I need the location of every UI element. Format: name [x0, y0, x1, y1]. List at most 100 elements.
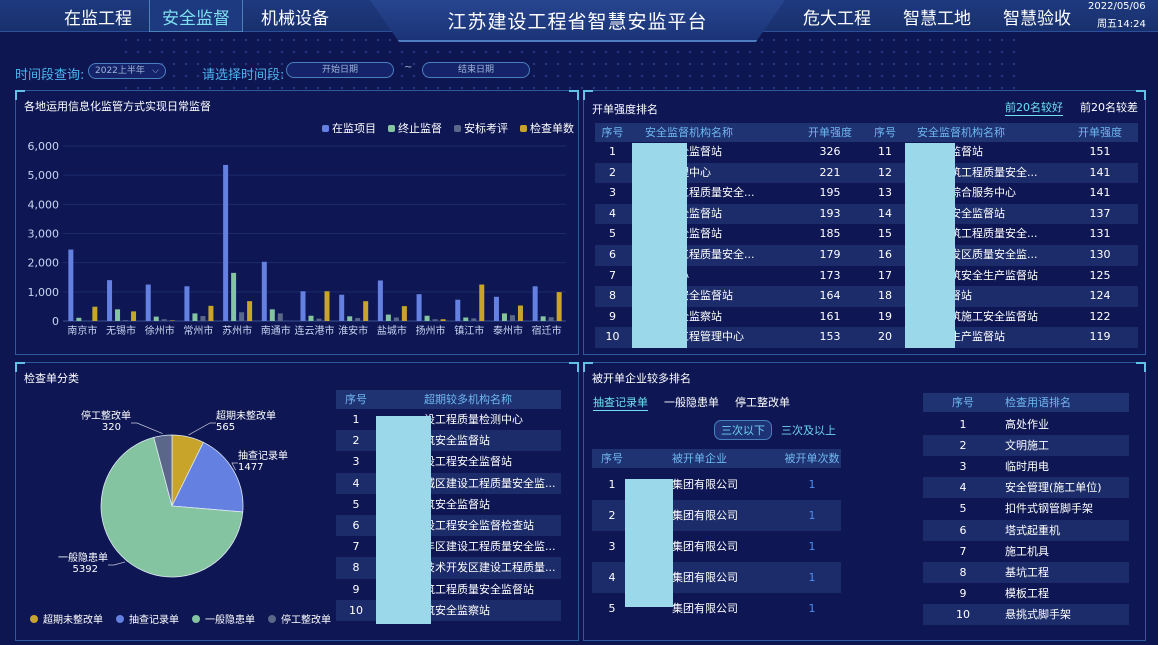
table-cell: 1	[808, 540, 816, 553]
bar-检查单数	[440, 319, 446, 321]
legend-swatch	[388, 125, 395, 132]
end-date-input[interactable]: 结束日期	[422, 62, 530, 78]
tab-top20-good[interactable]: 前20名较好	[1005, 101, 1063, 116]
nav-zaijian[interactable]: 在监工程	[64, 9, 132, 29]
table-row[interactable]: 1 高处作业	[923, 414, 1129, 435]
table-cell: 9	[959, 586, 967, 600]
nav-zhihui-yanshou[interactable]: 智慧验收	[1003, 9, 1071, 29]
table-cell: 4	[608, 571, 616, 584]
table-cell: 集团有限公司	[672, 540, 738, 553]
tab-chouchan[interactable]: 抽查记录单	[593, 396, 648, 411]
pie-label-value: 565	[216, 422, 235, 433]
table-cell: 5	[959, 502, 967, 516]
table-row[interactable]: 5 筑安全监督站	[336, 494, 561, 515]
bar-安标考评	[277, 313, 283, 321]
redaction-block	[905, 143, 955, 348]
legend-label: 停工整改单	[281, 613, 331, 626]
bar-检查单数	[556, 292, 562, 321]
table-row[interactable]: 10 悬挑式脚手架	[923, 603, 1129, 625]
table-row[interactable]: 6 塔式起重机	[923, 519, 1129, 541]
table-row[interactable]: 10 筑安全监察站	[336, 599, 561, 621]
table-cell: 193	[819, 206, 841, 220]
table-cell: 5	[352, 497, 360, 511]
table-header: 序号 安全监督机构名称 开单强度 序号 安全监督机构名称 开单强度	[595, 123, 1138, 142]
table-row[interactable]: 6 区建设工程质量安全... 179 16 技术开发区质量安全监... 130	[595, 245, 1138, 266]
table-row[interactable]: 1 设工程质量检测中心	[336, 409, 561, 430]
bar-检查单数	[363, 301, 369, 321]
period-select[interactable]: 2022上半年 ⌵	[88, 63, 166, 79]
table-row[interactable]: 9 筑工程质量安全监督站	[336, 579, 561, 600]
table-row[interactable]: 2 筑安全监督站	[336, 430, 561, 452]
rank-title: 开单强度排名	[592, 103, 658, 116]
table-row[interactable]: 9 模板工程	[923, 583, 1129, 604]
table-row[interactable]: 7 丰区建设工程质量安全监...	[336, 536, 561, 557]
nav-jixie[interactable]: 机械设备	[261, 9, 329, 29]
start-date-input[interactable]: 开始日期	[286, 62, 394, 78]
nav-weida[interactable]: 危大工程	[803, 9, 871, 29]
bar-检查单数	[208, 305, 214, 321]
table-row[interactable]: 5 集团有限公司 1	[592, 593, 841, 624]
table-row[interactable]: 6 设工程安全监督检查站	[336, 515, 561, 537]
table-cell: 集团有限公司	[672, 602, 738, 615]
bar-检查单数	[401, 306, 407, 321]
table-cell: 2	[352, 434, 360, 448]
range-separator: ~	[404, 62, 413, 73]
table-cell: 164	[819, 289, 841, 303]
tab-tinggong[interactable]: 停工整改单	[735, 396, 790, 409]
table-cell: 安全管理(施工单位)	[1005, 481, 1102, 495]
table-cell: 基坑工程	[1005, 565, 1049, 579]
table-row[interactable]: 5 扣件式钢管脚手架	[923, 498, 1129, 519]
pie-slice-停工整改单	[153, 434, 173, 507]
table-row[interactable]: 4 城区建设工程质量安全监...	[336, 472, 561, 494]
table-cell: 17	[878, 268, 892, 282]
nav-anquan-active[interactable]: 安全监督	[149, 0, 243, 32]
bar-安标考评	[316, 318, 322, 321]
pie-label-name: 停工整改单	[81, 409, 131, 422]
column-header: 安全监督机构名称	[917, 126, 1005, 139]
table-cell: 9	[352, 582, 360, 596]
pie-label-value: 5392	[73, 564, 98, 575]
table-cell: 221	[819, 165, 841, 179]
bar-在监项目	[377, 280, 383, 321]
table-cell: 7	[352, 540, 360, 554]
table-row[interactable]: 8 技术开发区建设工程质量...	[336, 557, 561, 579]
company-title: 被开单企业较多排名	[592, 372, 691, 385]
table-row[interactable]: 4 安全管理(施工单位)	[923, 477, 1129, 499]
subtab-three-plus[interactable]: 三次及以上	[781, 424, 836, 437]
tab-yiban[interactable]: 一般隐患单	[664, 396, 719, 409]
table-row[interactable]: 3 临时用电	[923, 456, 1129, 477]
bar-安标考评	[509, 315, 515, 321]
table-cell: 8	[352, 561, 360, 575]
pie-label-value: 320	[102, 422, 121, 433]
table-header: 序号 检查用语排名	[923, 393, 1129, 412]
table-cell: 筑安全监察站	[424, 603, 490, 617]
legend-swatch	[454, 125, 461, 132]
table-row[interactable]: 3 设工程安全监督站	[336, 451, 561, 472]
table-cell: 18	[878, 289, 892, 303]
x-tick-label: 连云港市	[295, 324, 335, 337]
nav-zhihui-gongdi[interactable]: 智慧工地	[903, 9, 971, 29]
table-cell: 6	[609, 248, 616, 261]
x-tick-label: 镇江市	[454, 324, 484, 337]
table-cell: 1	[808, 602, 816, 615]
table-cell: 4	[609, 206, 616, 220]
table-row[interactable]: 2 文明施工	[923, 435, 1129, 457]
table-row[interactable]: 1 集团有限公司 1	[592, 469, 841, 500]
period-value: 2022上半年	[95, 66, 145, 76]
table-cell: 185	[819, 227, 841, 241]
range-label: 请选择时间段:	[202, 68, 285, 83]
table-cell: 高处作业	[1005, 418, 1049, 431]
table-row[interactable]: 7 施工机具	[923, 541, 1129, 562]
legend-swatch	[520, 125, 527, 132]
table-cell: 326	[819, 145, 841, 158]
table-row[interactable]: 3 集团有限公司 1	[592, 531, 841, 562]
legend-dot	[192, 615, 200, 623]
bar-在监项目	[455, 299, 461, 321]
column-header: 检查用语排名	[1005, 396, 1071, 409]
subtab-below-three[interactable]: 三次以下	[714, 420, 772, 440]
bar-在监项目	[416, 294, 422, 321]
tab-top20-bad[interactable]: 前20名较差	[1080, 101, 1138, 114]
y-tick-label: 5,000	[28, 169, 60, 182]
table-cell: 141	[1089, 186, 1111, 200]
table-row[interactable]: 8 基坑工程	[923, 561, 1129, 583]
